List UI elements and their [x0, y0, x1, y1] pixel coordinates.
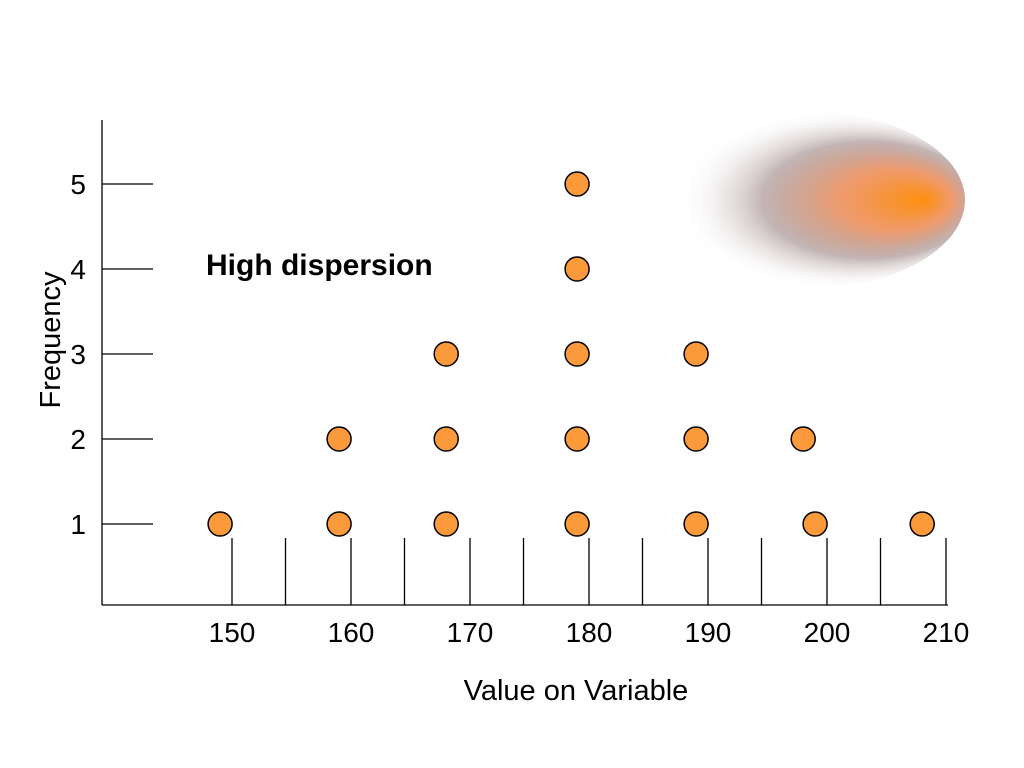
data-point: [564, 171, 590, 197]
data-point: [564, 511, 590, 537]
data-point: [564, 426, 590, 452]
glow-fade: [600, 105, 800, 295]
data-point: [683, 426, 709, 452]
y-tick-label-3: 3: [70, 339, 86, 370]
x-tick-label-200: 200: [804, 617, 851, 648]
y-tick-label-1: 1: [70, 509, 86, 540]
data-point: [433, 341, 459, 367]
x-axis-title: Value on Variable: [464, 675, 689, 707]
x-tick-label-160: 160: [328, 617, 375, 648]
data-point: [207, 511, 233, 537]
data-point: [326, 426, 352, 452]
y-tick-label-4: 4: [70, 254, 86, 285]
data-point: [326, 511, 352, 537]
data-point: [564, 256, 590, 282]
data-point: [564, 341, 590, 367]
data-point: [683, 511, 709, 537]
data-point: [433, 511, 459, 537]
x-tick-label-180: 180: [566, 617, 613, 648]
y-tick-label-2: 2: [70, 424, 86, 455]
x-tick-label-150: 150: [209, 617, 256, 648]
data-point: [802, 511, 828, 537]
ticks: 12345150160170180190200210: [70, 169, 969, 648]
data-point: [790, 426, 816, 452]
data-point: [433, 426, 459, 452]
data-point: [683, 341, 709, 367]
x-tick-label-170: 170: [447, 617, 494, 648]
data-point: [909, 511, 935, 537]
y-axis-title: Frequency: [35, 271, 67, 409]
x-tick-label-190: 190: [685, 617, 732, 648]
high-dispersion-annotation: High dispersion: [206, 249, 433, 282]
data-points: [207, 171, 935, 537]
x-tick-label-210: 210: [923, 617, 970, 648]
highlight-glow: [600, 105, 965, 295]
